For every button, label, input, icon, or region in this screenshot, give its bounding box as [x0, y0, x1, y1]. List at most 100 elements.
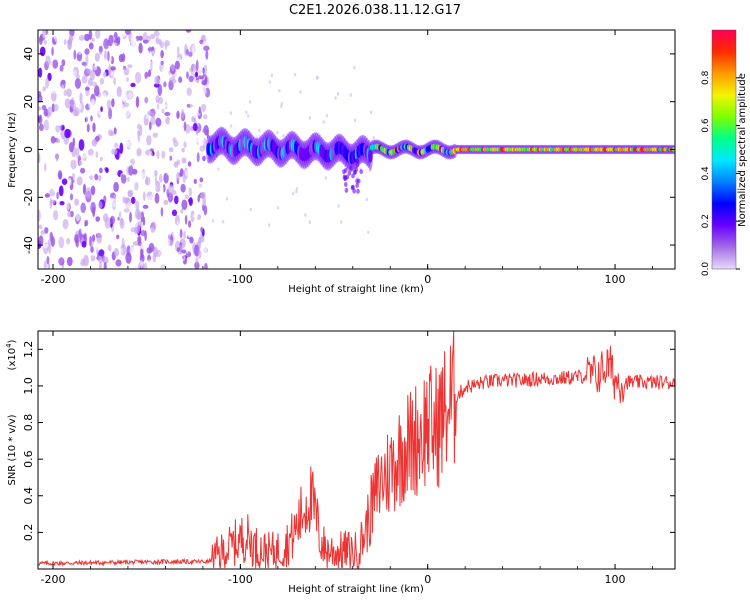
spectrogram-cell [94, 173, 99, 181]
snr-background [38, 331, 675, 569]
spectrogram-cell [230, 124, 233, 128]
spectrogram-cell [115, 234, 120, 240]
spectrogram-cell [194, 71, 199, 78]
spectrogram-cell [108, 129, 113, 136]
spectrogram-cell [150, 33, 155, 40]
spectrogram-cell [158, 96, 164, 105]
spectrogram-cell [44, 193, 51, 198]
spectrogram-cell [57, 49, 64, 56]
spectrogram-cell [113, 77, 116, 86]
spectrogram-cell [153, 83, 160, 88]
spectrogram-cell [141, 142, 148, 154]
spectrogram-cell [67, 177, 72, 187]
spectrogram-cell [106, 99, 112, 110]
spectrogram-cell [102, 213, 109, 223]
spectrogram-cell [155, 249, 162, 258]
spectrogram-cell [171, 63, 175, 72]
spectrogram-cell [94, 52, 100, 62]
spectrogram-cell [69, 210, 74, 218]
spectrogram-cell [90, 246, 94, 253]
spectrogram-cell [98, 45, 103, 54]
spectrogram-cell [53, 243, 60, 251]
spectrogram-cell [50, 136, 56, 144]
spectrogram-cell [43, 40, 48, 45]
spectrogram-cell [93, 64, 98, 71]
colorbar-tick-label: 0.6 [701, 118, 711, 133]
spectrogram-cell [123, 102, 130, 108]
spectrogram-cell [64, 49, 71, 60]
spectrogram-cell [163, 199, 169, 205]
spectrogram-cell [151, 221, 157, 230]
spectrogram-cell [142, 39, 149, 44]
spectrogram-cell [155, 117, 162, 127]
spectrogram-cell [192, 222, 198, 230]
spectrogram-cell [229, 111, 232, 115]
spectrogram-cell [184, 194, 190, 199]
spectrogram-cell [46, 175, 51, 181]
spectrogram-cell [75, 253, 79, 265]
spectrogram-cell [343, 176, 347, 182]
spectrogram-cell [190, 210, 195, 223]
spectrogram-cell [98, 254, 104, 264]
spectrogram-cell [59, 123, 62, 134]
spectrogram-cell [156, 150, 160, 159]
spectrogram-cell [94, 85, 100, 97]
spectrogram-cell [84, 33, 90, 42]
spectrogram-cell [56, 219, 60, 229]
spectrogram-cell [164, 111, 171, 117]
spectrogram-cell [320, 160, 323, 165]
spectrogram-cell [124, 105, 131, 117]
spectrogram-cell [217, 167, 220, 172]
spectrogram-cell [276, 130, 279, 135]
spectrogram-cell [88, 42, 94, 50]
y-tick-label: 0.4 [22, 487, 35, 505]
spectrogram-cell [72, 109, 79, 117]
spectrogram-cell [179, 100, 186, 108]
spectrogram-cell [51, 87, 57, 94]
spectrogram-cell [113, 181, 119, 193]
colorbar-label: Normalized spectral amplitude [737, 73, 748, 227]
y-tick-label: 0 [22, 146, 35, 153]
spectrogram-cell [152, 252, 157, 263]
spectrogram-cell [164, 42, 168, 50]
spectrogram-cell [65, 246, 72, 251]
spectrogram-cell [316, 76, 319, 80]
spectrogram-cell [167, 212, 170, 219]
spectrogram-cell [325, 113, 329, 118]
spectrogram-cell [109, 215, 116, 225]
spectrogram-cell [39, 189, 46, 196]
spectrogram-cell [334, 96, 337, 100]
spectrogram-cell [111, 114, 117, 125]
spectrogram-cell [372, 136, 375, 140]
spectrogram-cell [46, 96, 50, 106]
spectrogram-cell [148, 242, 155, 252]
spectrogram-cell [211, 219, 215, 223]
spectrogram-cell [152, 112, 155, 119]
spectrogram-cell [91, 98, 96, 109]
spectrogram-cell [57, 119, 64, 127]
spectrogram-cell [135, 71, 142, 84]
spectrogram-cell [311, 133, 314, 138]
spectrogram-cell [59, 64, 64, 72]
spectrogram-cell [123, 208, 130, 213]
spectrogram-cell [176, 46, 180, 55]
spectrogram-cell [293, 72, 297, 77]
spectrogram-cell [146, 195, 150, 203]
spectrogram-cell [112, 175, 116, 180]
x-tick-label: 100 [605, 273, 626, 286]
snr-xlabel: Height of straight line (km) [288, 584, 424, 595]
spectrogram-cell [150, 116, 156, 126]
spectrogram-cell [45, 55, 51, 66]
spectrogram-cell [188, 187, 193, 197]
spectrogram-cell [179, 228, 183, 239]
spectrogram-cell [83, 254, 89, 267]
spectrogram-cell [324, 176, 327, 180]
spectrogram-cell [160, 207, 164, 217]
spectrogram-cell [295, 158, 298, 163]
spectrogram-cell [38, 94, 43, 103]
x-tick-label: 0 [424, 273, 431, 286]
spectrogram-cell [164, 234, 168, 239]
spectrogram-cell [97, 174, 102, 182]
spectrogram-cell [90, 185, 96, 196]
spectrogram-cell [50, 199, 56, 204]
